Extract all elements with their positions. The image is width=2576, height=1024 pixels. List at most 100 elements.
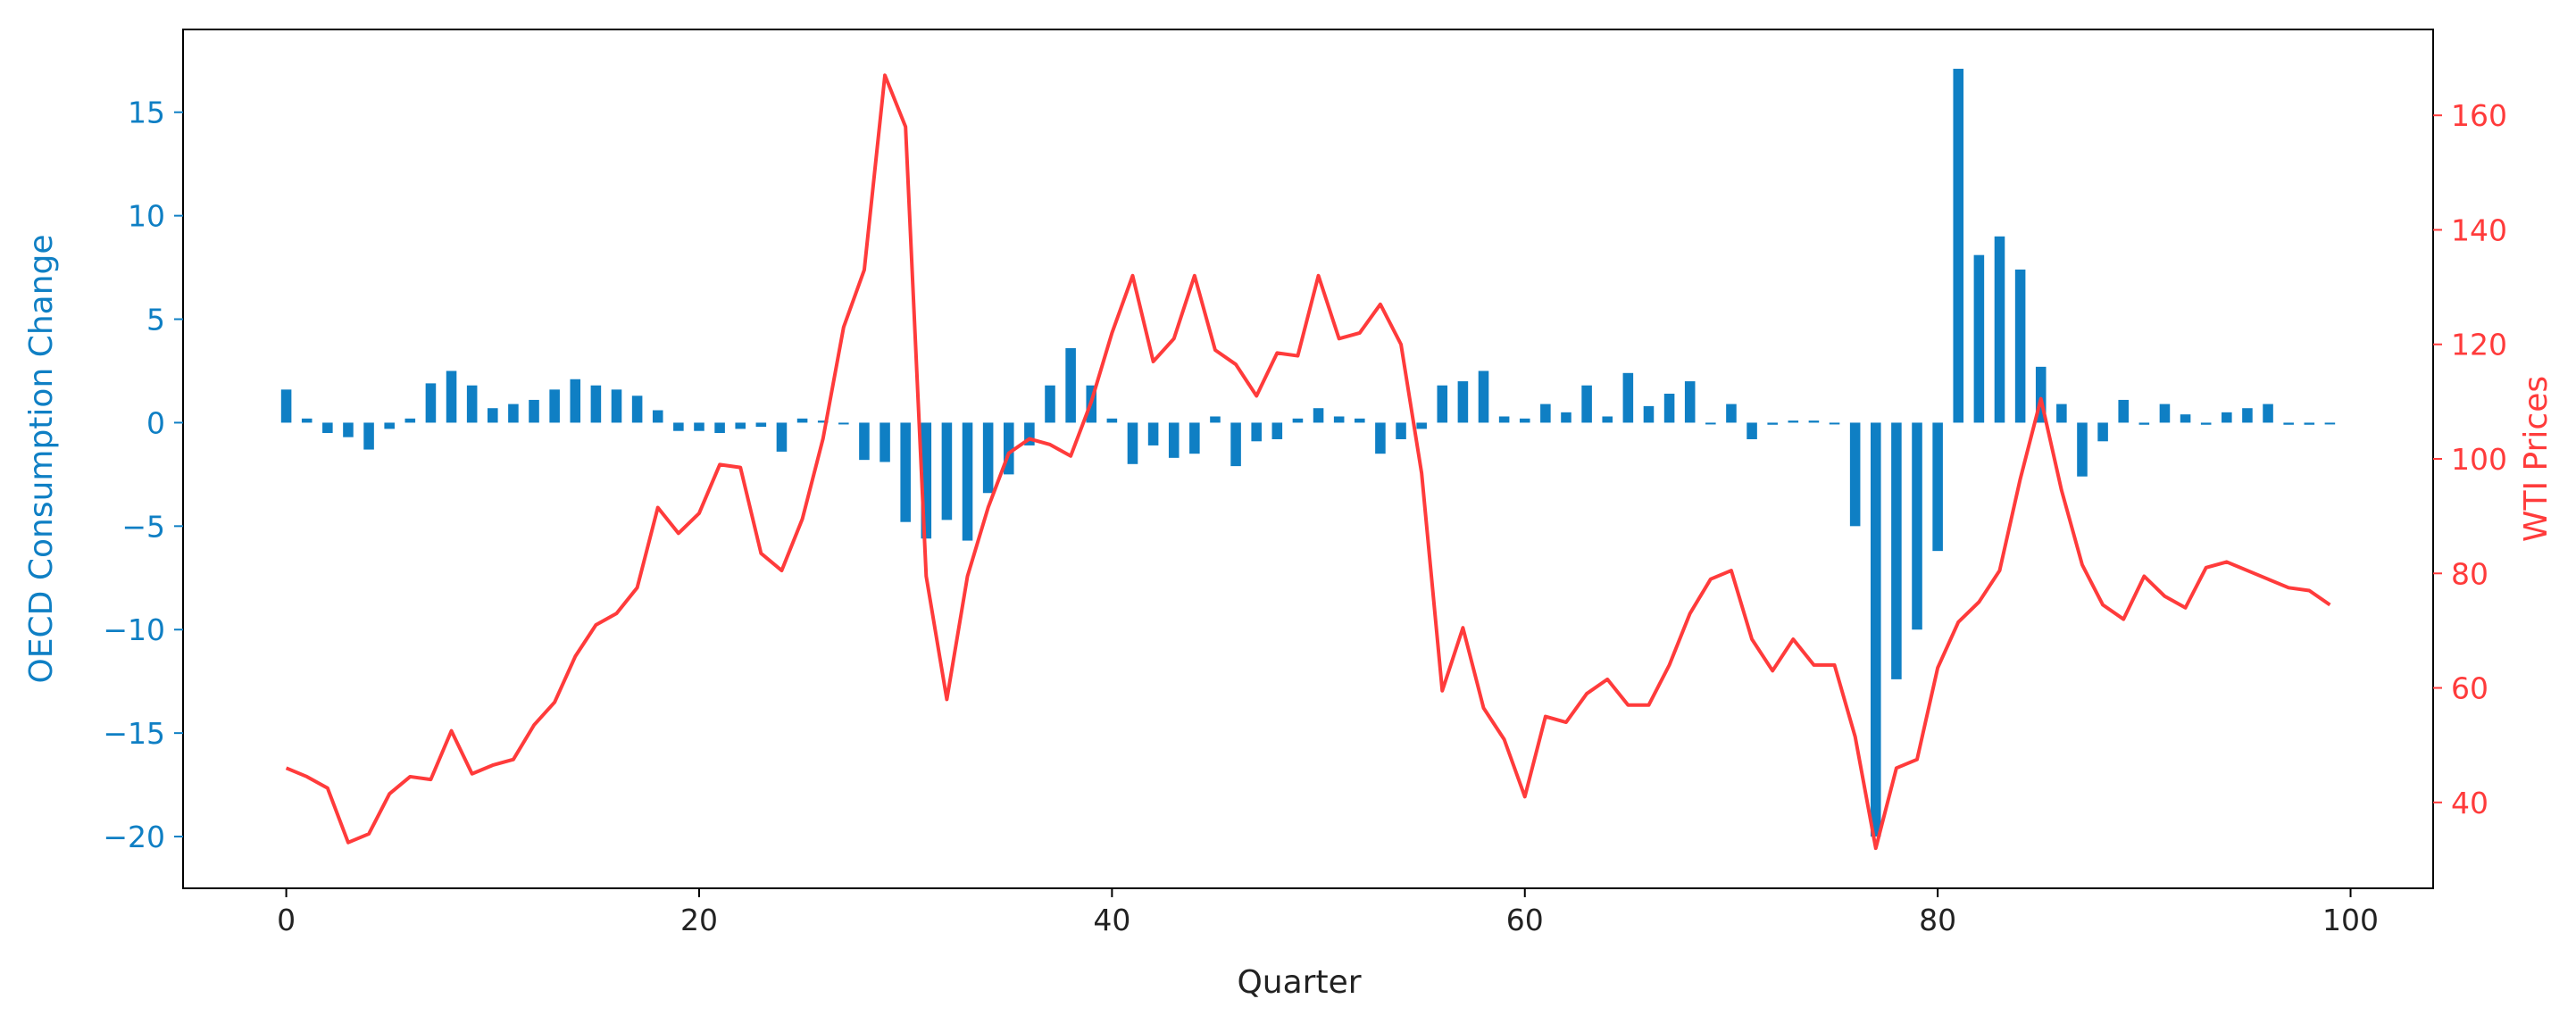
bar-73 xyxy=(1788,420,1799,423)
bar-50 xyxy=(1313,408,1324,423)
bar-11 xyxy=(508,404,519,423)
left-axis-title: OECD Consumption Change xyxy=(23,234,60,683)
right-axis-ticks: 160 140 120 100 80 60 40 xyxy=(2433,98,2507,820)
right-tick-label: 120 xyxy=(2451,328,2507,362)
bar-49 xyxy=(1292,418,1304,423)
bar-99 xyxy=(2324,422,2336,425)
line-series-wti xyxy=(285,73,2331,851)
bar-86 xyxy=(2056,404,2067,423)
bar-91 xyxy=(2159,404,2171,423)
bar-57 xyxy=(1457,381,1469,423)
bar-58 xyxy=(1478,370,1489,423)
bar-38 xyxy=(1065,347,1076,423)
bar-82 xyxy=(1973,254,1985,423)
bar-88 xyxy=(2097,422,2108,442)
bar-37 xyxy=(1045,385,1055,423)
right-tick-label: 160 xyxy=(2451,98,2507,133)
bar-48 xyxy=(1271,422,1283,439)
bar-0 xyxy=(280,389,292,423)
x-tick-label: 60 xyxy=(1506,903,1544,937)
bar-55 xyxy=(1416,422,1427,429)
bar-68 xyxy=(1684,381,1696,423)
bar-67 xyxy=(1663,393,1675,423)
right-tick-label: 40 xyxy=(2451,786,2488,820)
bar-97 xyxy=(2283,422,2294,425)
x-tick-label: 0 xyxy=(277,903,296,937)
bar-79 xyxy=(1912,422,1922,630)
bar-46 xyxy=(1230,422,1241,467)
bar-96 xyxy=(2263,404,2273,423)
bar-81 xyxy=(1953,69,1964,423)
bar-76 xyxy=(1849,422,1861,527)
right-tick-label: 60 xyxy=(2451,671,2488,706)
bar-66 xyxy=(1643,405,1655,423)
bar-27 xyxy=(838,422,849,425)
bar-72 xyxy=(1767,422,1778,425)
bar-70 xyxy=(1726,404,1737,423)
bar-17 xyxy=(631,395,643,423)
bar-25 xyxy=(796,418,808,423)
bar-80 xyxy=(1932,422,1943,552)
x-tick-label: 80 xyxy=(1919,903,1956,937)
bar-56 xyxy=(1437,385,1448,423)
right-tick-label: 80 xyxy=(2451,556,2488,591)
bar-85 xyxy=(2035,366,2047,423)
bar-69 xyxy=(1705,422,1716,425)
bar-61 xyxy=(1540,404,1551,423)
left-tick-label: −5 xyxy=(121,509,165,544)
x-tick-label: 20 xyxy=(680,903,718,937)
bar-21 xyxy=(714,422,725,434)
bar-92 xyxy=(2180,414,2191,423)
right-tick-label: 100 xyxy=(2451,442,2507,477)
bar-84 xyxy=(2014,269,2026,423)
bar-42 xyxy=(1147,422,1159,445)
x-axis-title: Quarter xyxy=(1237,964,1361,1001)
bar-33 xyxy=(962,422,973,541)
right-axis-title: WTI Prices xyxy=(2518,376,2555,542)
bar-18 xyxy=(652,410,663,423)
bar-94 xyxy=(2222,412,2232,423)
bar-16 xyxy=(611,389,622,423)
bar-5 xyxy=(384,422,395,429)
bar-63 xyxy=(1581,385,1592,423)
bar-95 xyxy=(2242,408,2253,423)
bar-87 xyxy=(2077,422,2088,477)
bar-64 xyxy=(1602,416,1613,423)
left-tick-label: 10 xyxy=(128,199,165,234)
bar-45 xyxy=(1210,416,1221,423)
bar-40 xyxy=(1106,418,1118,423)
bar-3 xyxy=(343,422,354,437)
bar-15 xyxy=(590,385,602,423)
bar-series-oecd xyxy=(280,69,2336,837)
x-tick-label: 40 xyxy=(1093,903,1130,937)
x-tick-label: 100 xyxy=(2322,903,2379,937)
bar-65 xyxy=(1622,372,1634,423)
bar-10 xyxy=(488,408,498,423)
left-axis-ticks: 15 10 5 0 −5 −10 −15 −20 xyxy=(103,96,183,854)
bar-77 xyxy=(1871,422,1881,837)
bar-9 xyxy=(466,385,478,423)
bar-20 xyxy=(694,422,704,431)
bar-7 xyxy=(425,383,437,423)
bar-71 xyxy=(1747,422,1757,439)
bar-47 xyxy=(1251,422,1262,442)
bar-23 xyxy=(755,422,767,428)
bar-52 xyxy=(1355,418,1365,423)
bar-1 xyxy=(301,418,313,423)
bar-90 xyxy=(2138,422,2150,425)
plot-area xyxy=(182,29,2434,889)
bar-14 xyxy=(570,379,581,423)
bar-53 xyxy=(1375,422,1386,454)
bar-30 xyxy=(900,422,911,522)
bar-83 xyxy=(1994,236,2005,423)
bar-36 xyxy=(1024,422,1035,445)
bar-59 xyxy=(1498,416,1510,423)
left-tick-label: −15 xyxy=(103,716,165,751)
bar-31 xyxy=(921,422,932,539)
left-tick-label: −20 xyxy=(103,820,165,854)
bar-28 xyxy=(859,422,870,461)
bar-75 xyxy=(1829,422,1840,425)
bar-62 xyxy=(1561,412,1571,423)
bar-13 xyxy=(549,389,560,423)
x-axis-ticks: 0 20 40 60 80 100 xyxy=(277,888,2379,937)
